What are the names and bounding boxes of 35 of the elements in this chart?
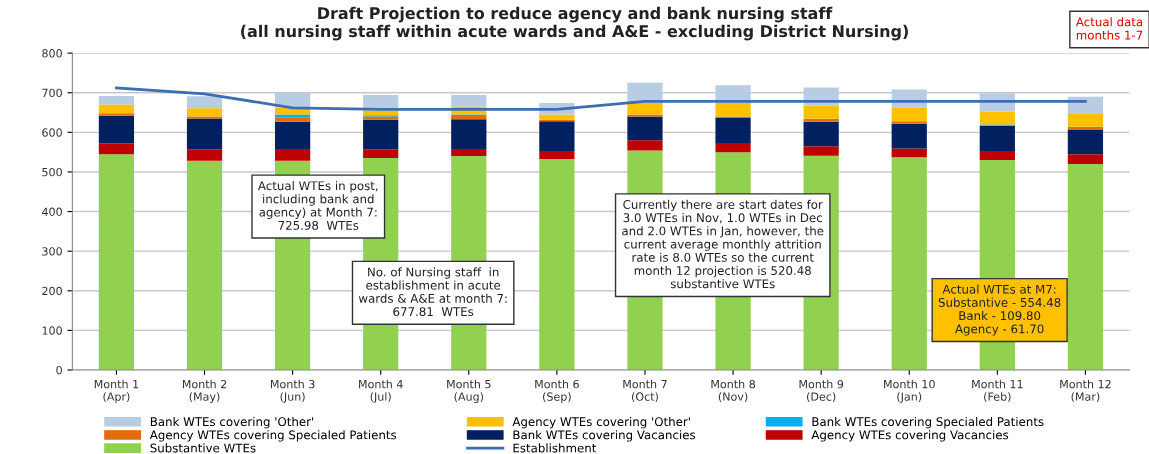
- y-tick-label: 800: [42, 49, 62, 58]
- y-tick-label: 400: [42, 207, 62, 216]
- x-tick-label: Month 7 (Oct): [623, 379, 667, 403]
- x-tick-label: Month 11 (Feb): [972, 379, 1023, 403]
- y-tick-label: 500: [42, 167, 62, 177]
- x-tick-label: Month 9 (Dec): [799, 379, 844, 403]
- y-tick-label: 600: [42, 128, 62, 137]
- y-tick-label: 300: [42, 247, 62, 256]
- legend-label: Agency WTEs covering Vacancies: [811, 430, 1009, 442]
- text: Actual data months 1-7: [1075, 17, 1143, 40]
- annotation: Currently there are start dates for 3.0 WTEs in Nov, 1.0 WTEs in Dec and 2.0 WTEs in Jan, however, the current average monthly attrition rate is 8.0 WTEs so the current month 12 projection is 520.48 substantive WTEs: [622, 199, 824, 289]
- x-tick-label: Month 5 (Aug): [447, 379, 491, 403]
- annotation: Actual WTEs at M7: Substantive - 554.48 Bank - 109.80 Agency - 61.70: [938, 284, 1061, 336]
- legend-label: Agency WTEs covering Specialed Patients: [149, 430, 397, 442]
- legend-label: Agency WTEs covering 'Other': [512, 416, 690, 429]
- legend-label: Bank WTEs covering Specialed Patients: [812, 416, 1044, 429]
- x-tick-label: Month 4 (Jul): [359, 379, 403, 403]
- y-tick-label: 700: [42, 88, 62, 98]
- legend-label: Bank WTEs covering Vacancies: [513, 430, 696, 442]
- legend-label: Establishment: [513, 443, 597, 453]
- x-tick-label: Month 8 (Nov): [711, 379, 756, 403]
- x-tick-label: Month 12 (Mar): [1060, 379, 1111, 403]
- x-tick-label: Month 6 (Sep): [535, 379, 579, 403]
- x-tick-label: Month 2 (May): [182, 379, 227, 403]
- y-tick-label: 100: [42, 326, 62, 335]
- annotation: Actual WTEs in post, including bank and agency) at Month 7: 725.98 WTEs: [257, 181, 378, 230]
- y-tick-label: 0: [56, 365, 62, 375]
- annotation: No. of Nursing staff in establishment in acute wards & A&E at month 7: 677.81 WTEs: [358, 267, 507, 317]
- x-tick-label: Month 3 (Jun): [270, 379, 315, 403]
- chart-title: Draft Projection to reduce agency and bank nursing staff (all nursing staff within acute wards and A&E - excluding District Nursing): [241, 6, 908, 41]
- legend-label: Bank WTEs covering 'Other': [150, 416, 314, 429]
- x-tick-label: Month 1 (Apr): [94, 379, 139, 403]
- y-tick-label: 200: [42, 286, 62, 296]
- legend-label: Substantive WTEs: [150, 443, 256, 453]
- x-tick-label: Month 10 (Jan): [884, 379, 935, 403]
